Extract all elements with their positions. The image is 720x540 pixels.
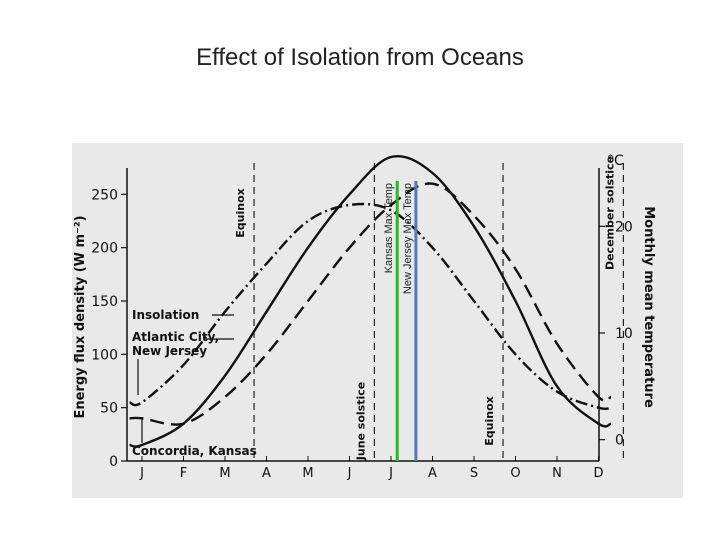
y-right-unit: °C — [607, 153, 624, 169]
annotation-concordia: Concordia, Kansas — [132, 444, 257, 458]
y-left-tick-label: 200 — [91, 241, 118, 257]
y-left-tick-label: 50 — [100, 401, 118, 417]
chart-figure: 0 50 100 150 200 250 Energy flux density (W m⁻… — [72, 143, 683, 498]
max-temp-marker-label: Kansas Max Temp — [383, 183, 395, 273]
max-temp-marker-line — [414, 181, 418, 461]
reference-lines — [253, 163, 625, 461]
reference-line-label: Equinox — [234, 188, 247, 237]
slide-title: Effect of Isolation from Oceans — [196, 44, 524, 71]
series-layer — [129, 154, 612, 448]
x-tick-label: J — [388, 466, 393, 481]
y-left-tick-label: 150 — [91, 294, 118, 310]
x-tick-label: M — [302, 466, 313, 481]
series-line — [129, 202, 612, 411]
x-tick-label: N — [552, 466, 562, 481]
x-tick-label: A — [262, 466, 271, 481]
y-right-axis-label: Monthly mean temperature — [641, 206, 656, 408]
annotation-atlantic-2: New Jersey — [132, 344, 207, 358]
x-tick-label: A — [428, 466, 437, 481]
x-tick-label: J — [347, 466, 352, 481]
reference-line-label: June solstice — [354, 382, 367, 461]
reference-line-label: December solstice — [603, 156, 616, 270]
x-tick-label: F — [180, 466, 187, 481]
x-tick-label: J — [139, 466, 144, 481]
y-right-tick-label: 20 — [615, 219, 633, 235]
y-right-tick-label: 10 — [615, 326, 633, 342]
series-line — [129, 154, 612, 448]
series-line — [129, 182, 612, 426]
x-tick-label: M — [219, 466, 230, 481]
y-left-tick-label: 250 — [91, 187, 118, 203]
x-tick-label: S — [470, 466, 478, 481]
x-tick-label: D — [593, 466, 603, 481]
y-left-axis-label: Energy flux density (W m⁻²) — [73, 215, 88, 418]
annotation-atlantic-1: Atlantic City, — [132, 330, 219, 344]
markers: Kansas Max Temp New Jersey Max Temp — [383, 181, 418, 461]
annotation-insolation: Insolation — [132, 308, 199, 322]
max-temp-marker-label: New Jersey Max Temp — [402, 183, 414, 294]
reference-line-label: Equinox — [483, 396, 496, 445]
y-left-tick-label: 0 — [109, 454, 118, 470]
x-tick-label: O — [510, 466, 520, 481]
max-temp-marker-line — [395, 181, 399, 461]
y-left-tick-label: 100 — [91, 347, 118, 363]
axes — [121, 168, 605, 462]
y-right-tick-label: 0 — [615, 433, 624, 449]
